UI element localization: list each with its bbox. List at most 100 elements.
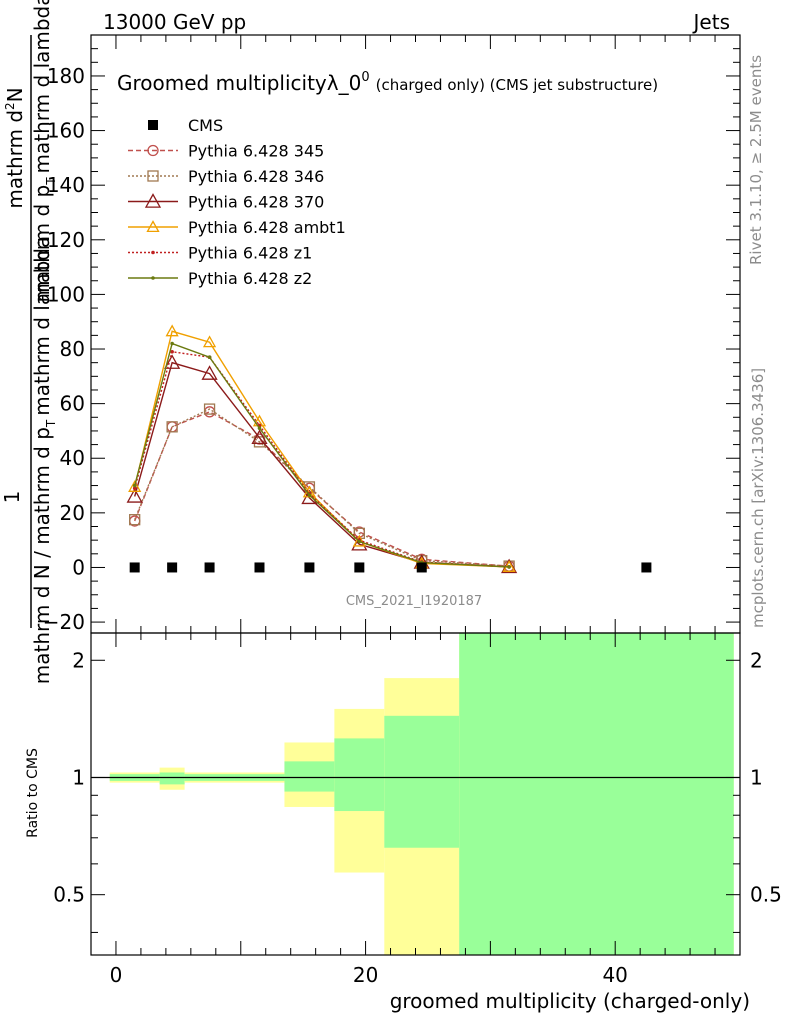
- data-point-cms-4: [304, 562, 315, 573]
- data-point-z1-0: [132, 486, 137, 491]
- y-label-num-after: N: [3, 87, 27, 102]
- legend-label-3: Pythia 6.428 370: [188, 193, 324, 212]
- data-point-z2-5: [357, 539, 362, 544]
- y-tick-label-2: 20: [60, 501, 85, 525]
- plot-title-main: Groomed multiplicityλ_0: [117, 71, 361, 95]
- y-tick-label-10: 180: [47, 64, 85, 88]
- main-y-axis-label: 1 mathrm d2N mathrm d pTmathrm d lambda …: [0, 0, 58, 684]
- data-point-z2-1: [170, 341, 174, 346]
- rivet-version-label: Rivet 3.1.10, ≥ 2.5M events: [747, 55, 765, 265]
- data-point-cms-6: [416, 562, 427, 573]
- ratio-plot-axes: 0.5 0.5 1 1 2 2: [53, 648, 782, 933]
- data-point-z1-1: [170, 349, 174, 354]
- y-label-main-text: mathrm d N / mathrm d p: [30, 427, 54, 684]
- header-jets-label: Jets: [692, 10, 730, 34]
- mcplots-label: mcplots.cern.ch [arXiv:1306.3436]: [749, 368, 767, 628]
- plot-title-superscript: 0: [361, 70, 369, 85]
- y-tick-label-3: 40: [60, 446, 85, 470]
- legend-label-6: Pythia 6.428 z2: [188, 269, 312, 288]
- data-point-cms-7: [641, 562, 652, 573]
- data-point-ambt1-0: [128, 480, 142, 492]
- ratio-tick-label-left-0: 0.5: [53, 883, 85, 907]
- ratio-tick-label-right-2: 2: [750, 648, 763, 672]
- data-point-ambt1-2: [202, 335, 217, 348]
- legend-label-4: Pythia 6.428 ambt1: [188, 218, 346, 237]
- header-energy-label: 13000 GeV pp: [103, 10, 246, 34]
- data-point-z2-4: [307, 493, 312, 497]
- series-line-z2: [134, 342, 510, 568]
- y-tick-label-6: 100: [47, 282, 85, 306]
- series-line-p370: [134, 361, 510, 568]
- ratio-tick-label-left-2: 2: [72, 648, 85, 672]
- y-label-main-sub: T: [44, 419, 58, 428]
- ratio-bands: [109, 633, 734, 955]
- data-point-cms-0: [129, 562, 140, 573]
- legend: CMS Pythia 6.428 345 Pythia 6.428 346 Pythi…: [128, 116, 346, 288]
- data-point-p370-0: [126, 488, 143, 503]
- y-label-den-after: mathrm d lambda: [30, 0, 54, 173]
- legend-marker-z1: [151, 250, 155, 255]
- series-layer: [126, 324, 652, 574]
- data-point-ambt1-1: [165, 324, 179, 337]
- data-point-cms-1: [167, 562, 178, 573]
- y-label-main-after: mathrm d lambda: [30, 236, 54, 416]
- ratio-inner-band-1: [159, 772, 185, 785]
- x-tick-label-1: 20: [353, 963, 378, 987]
- ratio-inner-band-4: [284, 761, 335, 792]
- data-point-p370-3: [251, 429, 268, 445]
- y-tick-label-8: 140: [47, 173, 85, 197]
- legend-label-0: CMS: [188, 116, 223, 135]
- data-point-cms-2: [204, 562, 215, 573]
- y-label-denominator: mathrm d pTmathrm d lambda: [30, 0, 58, 303]
- data-point-p370-2: [201, 365, 218, 380]
- ratio-inner-band-6: [384, 715, 460, 848]
- data-point-cms-5: [354, 562, 365, 573]
- legend-marker-z2: [151, 276, 155, 280]
- series-line-z1: [134, 350, 510, 568]
- y-tick-label-9: 160: [47, 119, 85, 143]
- y-tick-label-0: −20: [43, 610, 85, 634]
- data-point-p346-0: [129, 514, 141, 526]
- x-tick-label-0: 0: [110, 963, 123, 987]
- y-label-numerator: mathrm d2N: [3, 87, 27, 208]
- ratio-tick-label-right-0: 0.5: [750, 883, 782, 907]
- data-point-z2-3: [257, 426, 262, 431]
- y-label-num-sup: 2: [3, 102, 17, 110]
- plot-title: Groomed multiplicityλ_00 (charged only) (…: [117, 70, 658, 95]
- legend-label-1: Pythia 6.428 345: [188, 142, 324, 161]
- legend-marker-ambt1: [146, 220, 160, 233]
- data-point-z2-7: [507, 565, 511, 569]
- legend-marker-p370: [144, 193, 162, 208]
- data-point-cms-3: [254, 562, 265, 573]
- series-line-ambt1: [134, 330, 510, 568]
- y-label-prefix: 1: [0, 491, 24, 504]
- y-label-num-text: mathrm d: [3, 110, 27, 209]
- legend-label-5: Pythia 6.428 z1: [188, 244, 312, 263]
- analysis-watermark: CMS_2021_I1920187: [346, 594, 482, 609]
- ratio-plot-frame: [90, 632, 741, 956]
- data-point-z2-2: [207, 355, 212, 360]
- legend-marker-cms: [148, 120, 158, 130]
- legend-label-2: Pythia 6.428 346: [188, 167, 324, 186]
- x-axis-label: groomed multiplicity (charged-only): [390, 989, 750, 1013]
- legend-marker-p346: [147, 170, 159, 182]
- data-point-p346-1: [166, 421, 178, 433]
- ratio-inner-band-7: [459, 633, 734, 955]
- plot-title-suffix: (charged only) (CMS jet substructure): [376, 76, 658, 94]
- ratio-tick-label-left-1: 1: [72, 765, 85, 789]
- y-label-den-sub: T: [44, 177, 58, 186]
- ratio-inner-band-5: [334, 738, 385, 812]
- y-tick-label-5: 80: [60, 337, 85, 361]
- y-tick-label-7: 120: [47, 228, 85, 252]
- data-point-p370-1: [164, 354, 181, 369]
- data-point-z2-0: [132, 483, 137, 488]
- ratio-tick-label-right-1: 1: [750, 765, 763, 789]
- y-label-main: mathrm d N / mathrm d pTmathrm d lambda: [30, 236, 58, 684]
- legend-marker-p345: [147, 144, 159, 157]
- x-tick-label-2: 40: [602, 963, 627, 987]
- ratio-y-axis-label: Ratio to CMS: [25, 748, 41, 838]
- data-point-ambt1-5: [352, 534, 366, 547]
- data-point-p346-2: [203, 403, 216, 415]
